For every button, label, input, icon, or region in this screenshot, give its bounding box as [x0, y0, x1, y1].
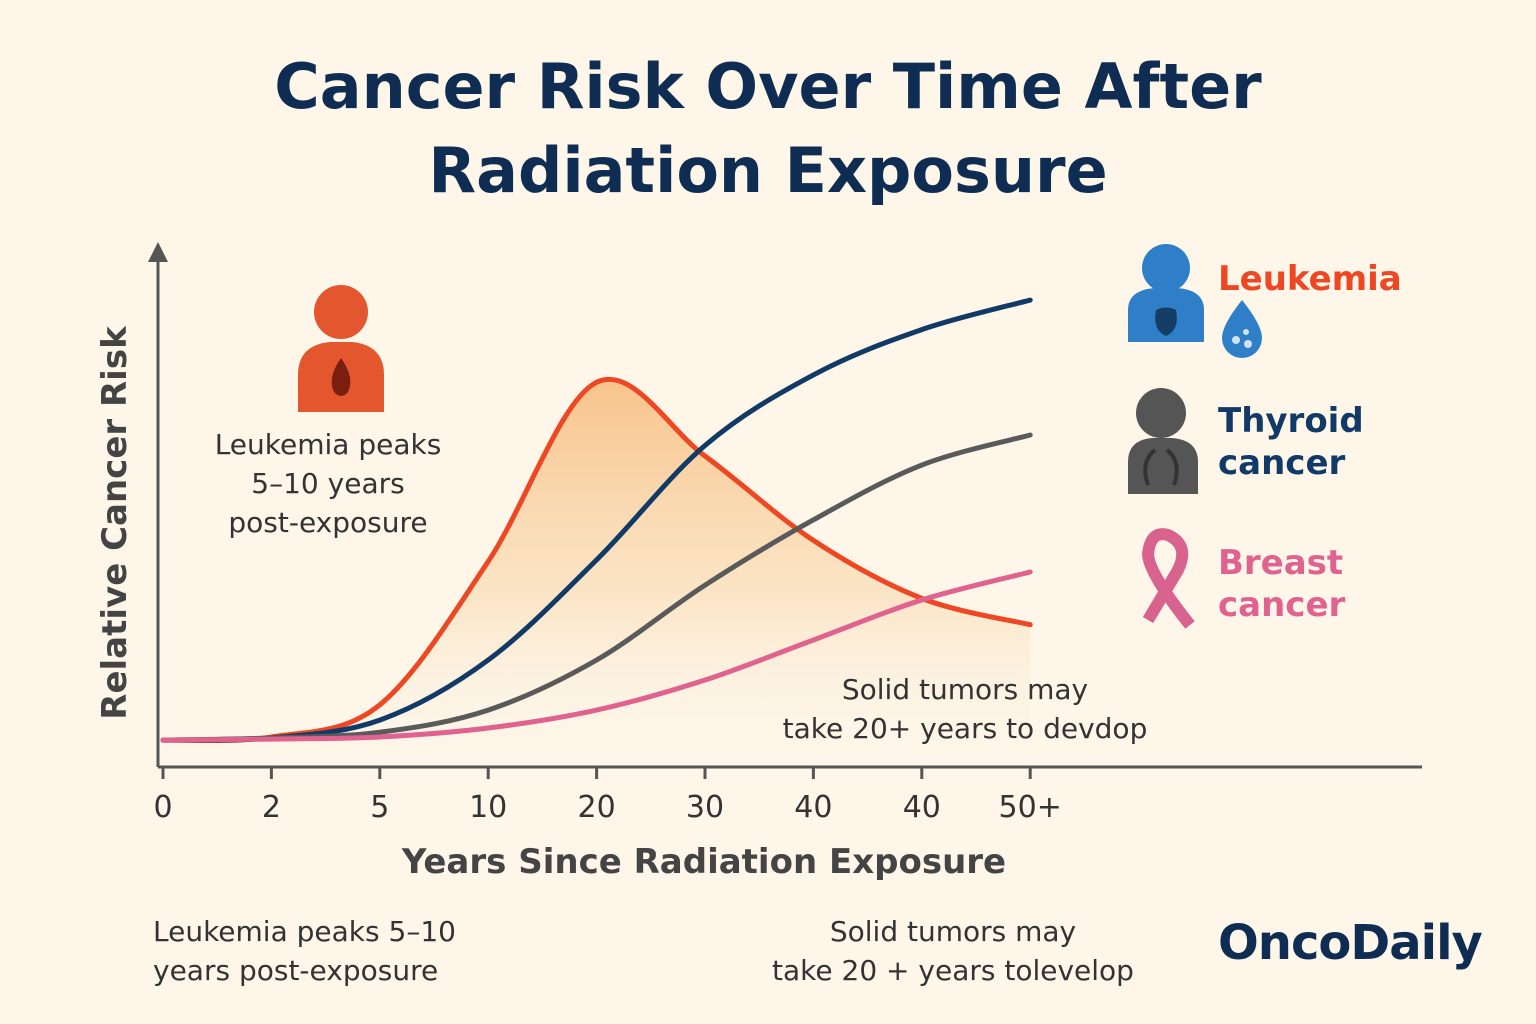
- series-line: [160, 297, 1033, 743]
- x-axis-label: Years Since Radiation Exposure: [401, 842, 1007, 882]
- annotation: Leukemia peaks 5–10 years post-exposure: [153, 915, 456, 987]
- leukemia-person-icon: [298, 285, 384, 412]
- x-tick-label: 20: [577, 790, 616, 825]
- x-tick-label: 50+: [998, 790, 1062, 825]
- peak-area: [163, 379, 1031, 767]
- plot-area: [160, 297, 1033, 767]
- series-line: [160, 377, 1033, 744]
- x-tick-label: 40: [794, 790, 833, 825]
- legend-entry: Leukemia: [1218, 259, 1402, 299]
- x-tick-label: 30: [685, 790, 725, 825]
- chart-title: Cancer Risk Over Time After Radiation Ex…: [274, 50, 1262, 207]
- annotation: Leukemia peaks 5–10 years post-exposure: [214, 428, 442, 539]
- brand-logo: OncoDaily: [1218, 915, 1483, 971]
- ribbon-icon: [1141, 528, 1195, 629]
- annotation: Solid tumors may take 20+ years to devdo…: [782, 673, 1148, 745]
- x-tick-label: 0: [153, 790, 173, 825]
- annotation: Solid tumors may take 20 + years tolevel…: [772, 915, 1134, 987]
- gray-person-icon: [1128, 388, 1198, 494]
- x-tick-label: 5: [370, 790, 390, 825]
- blue-person-icon: [1128, 244, 1262, 358]
- legend-entry: Breast cancer: [1218, 543, 1346, 625]
- x-tick-label: 2: [261, 790, 281, 825]
- x-tick-label: 40: [902, 790, 941, 825]
- y-axis-arrow: [148, 242, 168, 262]
- y-axis-label: Relative Cancer Risk: [95, 326, 135, 720]
- series-line: [160, 569, 1033, 743]
- legend-entry: Thyroid cancer: [1218, 401, 1364, 483]
- x-tick-label: 10: [469, 790, 508, 825]
